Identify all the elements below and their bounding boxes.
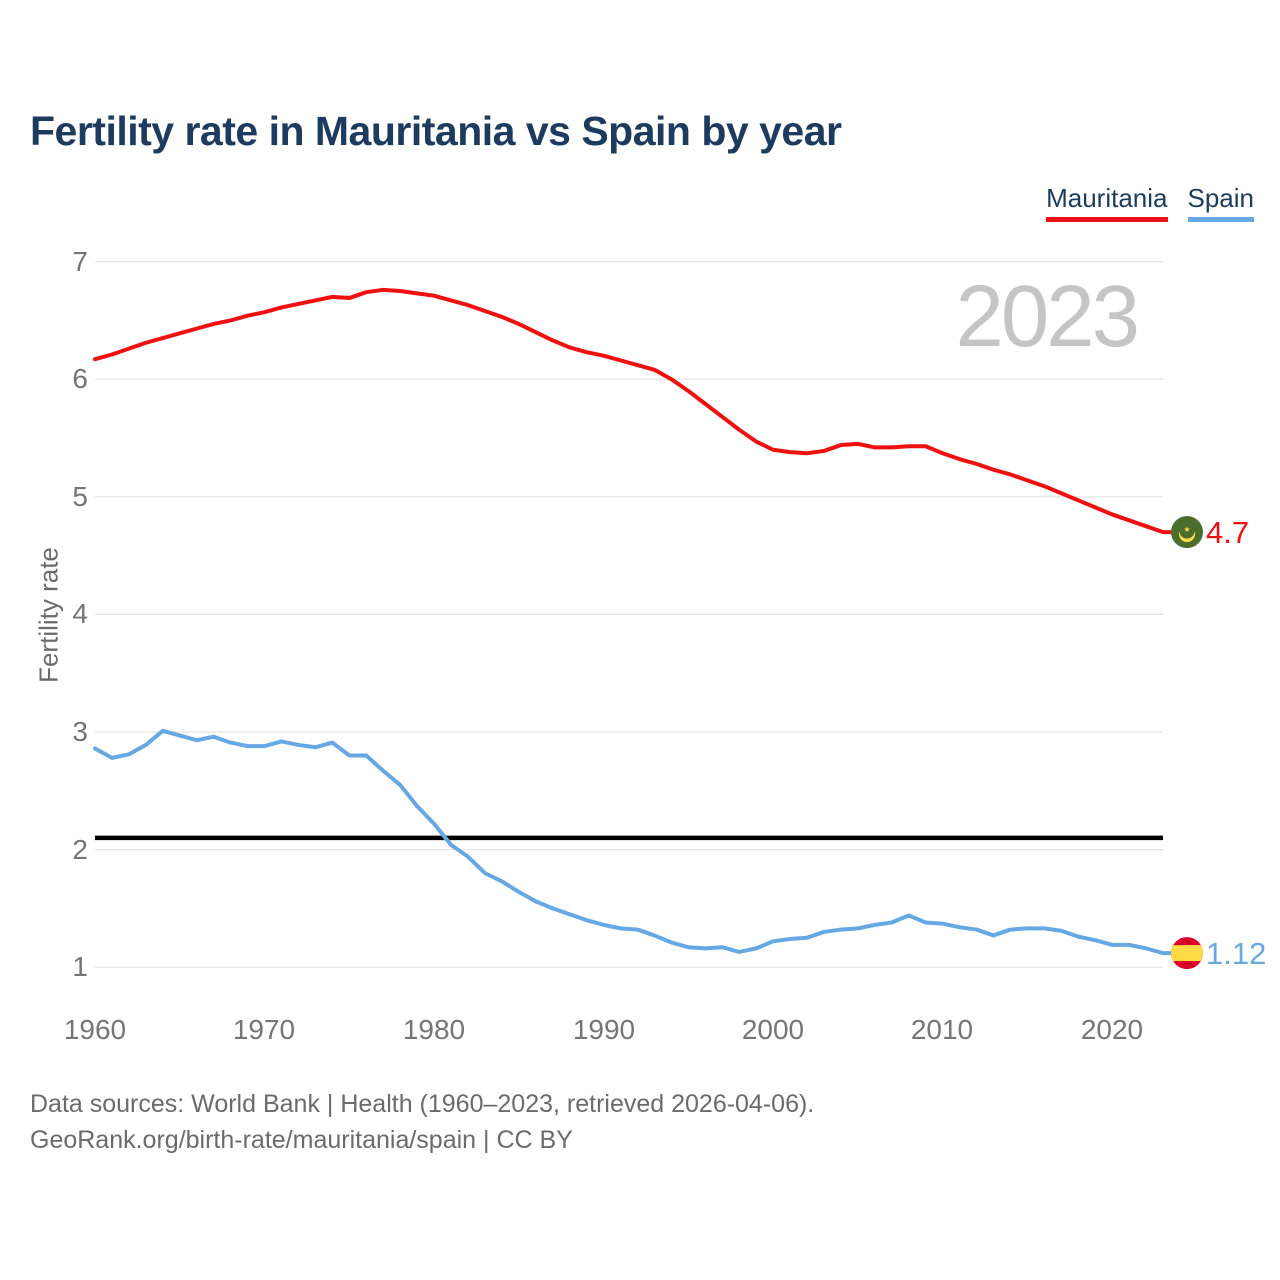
- watermark-year: 2023: [955, 268, 1137, 365]
- x-tick-label: 1960: [63, 1014, 127, 1045]
- y-tick-label: 2: [72, 834, 88, 865]
- y-tick-label: 1: [72, 951, 88, 982]
- x-tick-label: 1970: [232, 1014, 296, 1045]
- mauritania-flag-icon: ★: [1171, 516, 1203, 549]
- y-tick-label: 3: [72, 716, 88, 747]
- y-tick-label: 6: [72, 363, 88, 394]
- footer: Data sources: World Bank | Health (1960–…: [30, 1086, 814, 1158]
- legend-item-spain[interactable]: Spain: [1187, 183, 1255, 222]
- legend-label-spain: Spain: [1187, 183, 1255, 213]
- y-tick-label: 5: [72, 481, 88, 512]
- attribution-text: GeoRank.org/birth-rate/mauritania/spain …: [30, 1126, 573, 1154]
- legend-underline-mauritania: [1046, 217, 1168, 222]
- y-tick-label: 4: [72, 598, 88, 629]
- x-tick-label: 2000: [741, 1014, 805, 1045]
- data-sources-text: Data sources: World Bank | Health (1960–…: [30, 1090, 815, 1118]
- x-tick-label: 2010: [910, 1014, 974, 1045]
- spain-line: [93, 728, 1176, 956]
- y-tick-label: 7: [72, 246, 88, 277]
- x-tick-label: 2020: [1080, 1014, 1144, 1045]
- legend-label-mauritania: Mauritania: [1046, 183, 1168, 213]
- spain-flag-icon: [1171, 937, 1203, 970]
- x-tick-label: 1990: [572, 1014, 636, 1045]
- mauritania-line: [93, 287, 1176, 535]
- svg-text:★: ★: [1183, 525, 1190, 534]
- legend: Mauritania Spain: [1046, 183, 1254, 222]
- legend-item-mauritania[interactable]: Mauritania: [1046, 183, 1168, 222]
- x-tick-label: 1980: [402, 1014, 466, 1045]
- legend-underline-spain: [1187, 217, 1254, 222]
- spain-end-value: 1.12: [1206, 936, 1266, 971]
- mauritania-end-value: 4.7: [1206, 515, 1249, 550]
- page-title: Fertility rate in Mauritania vs Spain by…: [30, 108, 842, 154]
